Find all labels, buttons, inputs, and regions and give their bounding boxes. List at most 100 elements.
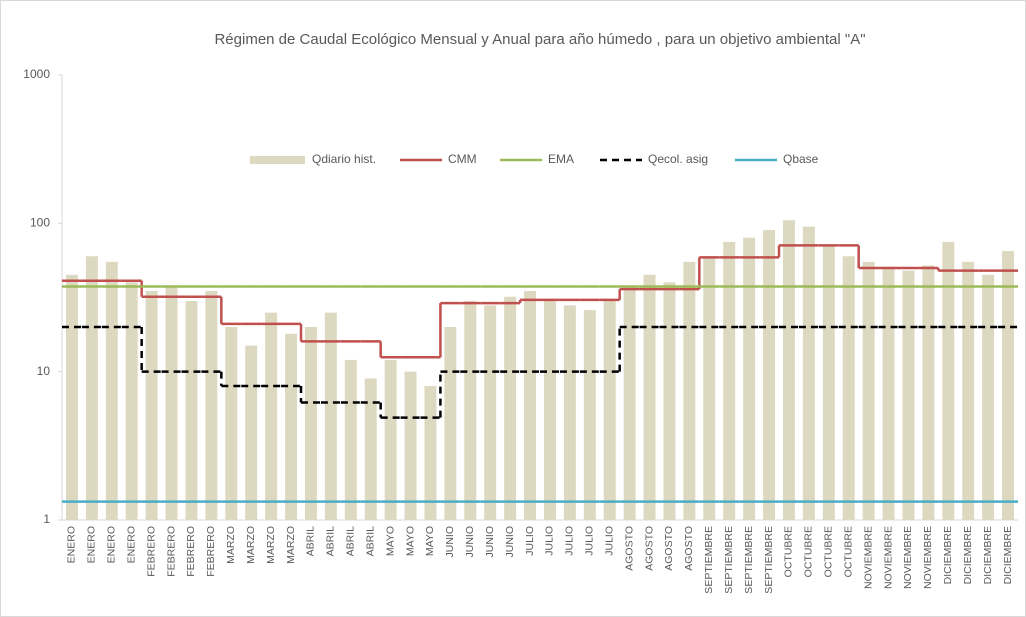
chart-title: Régimen de Caudal Ecológico Mensual y An… bbox=[214, 31, 865, 48]
bar bbox=[763, 230, 776, 520]
x-tick-label: FEBRERO bbox=[205, 526, 217, 577]
bar bbox=[1002, 251, 1015, 520]
legend-label: Qbase bbox=[783, 152, 819, 166]
x-tick-label: AGOSTO bbox=[643, 526, 655, 571]
bar bbox=[145, 290, 158, 520]
legend-label: Qecol. asig bbox=[648, 152, 708, 166]
bar bbox=[982, 274, 995, 520]
x-tick-label: MAYO bbox=[404, 526, 416, 556]
x-tick-label: AGOSTO bbox=[663, 526, 675, 571]
x-tick-label: ABRIL bbox=[364, 526, 376, 557]
bar bbox=[424, 386, 437, 520]
bar bbox=[344, 359, 357, 520]
bar bbox=[862, 261, 875, 520]
bar bbox=[802, 226, 815, 520]
x-tick-label: JULIO bbox=[584, 526, 596, 556]
bar bbox=[285, 333, 298, 520]
bar bbox=[842, 256, 855, 520]
x-tick-label: MARZO bbox=[285, 526, 297, 564]
x-tick-label: OCTUBRE bbox=[823, 526, 835, 577]
x-tick-label: ABRIL bbox=[305, 526, 317, 557]
bar bbox=[484, 305, 497, 520]
bar bbox=[185, 300, 198, 520]
bar bbox=[245, 345, 258, 520]
x-tick-label: ABRIL bbox=[345, 526, 357, 557]
bar bbox=[743, 237, 756, 520]
x-tick-label: DICIEMBRE bbox=[982, 526, 994, 584]
bar bbox=[902, 270, 915, 520]
legend-label: Qdiario hist. bbox=[312, 152, 376, 166]
x-tick-label: MAYO bbox=[424, 526, 436, 556]
x-tick-label: DICIEMBRE bbox=[942, 526, 954, 584]
legend-swatch bbox=[250, 156, 305, 164]
bar bbox=[324, 312, 337, 520]
bar bbox=[384, 359, 397, 520]
x-tick-label: DICIEMBRE bbox=[962, 526, 974, 584]
bar bbox=[464, 300, 477, 520]
bar bbox=[125, 282, 138, 520]
bar bbox=[444, 327, 457, 520]
x-tick-label: FEBRERO bbox=[145, 526, 157, 577]
x-tick-label: NOVIEMBRE bbox=[902, 526, 914, 589]
x-tick-label: JUNIO bbox=[504, 526, 516, 558]
x-tick-label: SEPTIEMBRE bbox=[723, 526, 735, 594]
x-tick-label: SEPTIEMBRE bbox=[703, 526, 715, 594]
bar bbox=[85, 256, 98, 520]
legend-label: EMA bbox=[548, 152, 574, 166]
bar bbox=[922, 265, 935, 520]
x-tick-label: JUNIO bbox=[464, 526, 476, 558]
x-tick-label: OCTUBRE bbox=[842, 526, 854, 577]
x-tick-label: ABRIL bbox=[325, 526, 337, 557]
x-tick-label: JULIO bbox=[524, 526, 536, 556]
bar bbox=[583, 310, 596, 520]
bar bbox=[942, 241, 955, 520]
x-tick-label: ENERO bbox=[86, 526, 98, 563]
x-tick-label: JUNIO bbox=[484, 526, 496, 558]
y-tick-label: 10 bbox=[37, 364, 51, 378]
bar bbox=[643, 274, 656, 520]
x-tick-label: JULIO bbox=[603, 526, 615, 556]
x-tick-label: JULIO bbox=[544, 526, 556, 556]
x-tick-label: OCTUBRE bbox=[783, 526, 795, 577]
bar bbox=[364, 378, 377, 520]
y-tick-label: 1 bbox=[43, 512, 50, 526]
bar bbox=[782, 220, 795, 520]
bar bbox=[504, 296, 517, 520]
bar bbox=[225, 327, 238, 520]
x-tick-label: DICIEMBRE bbox=[1002, 526, 1014, 584]
x-tick-label: FEBRERO bbox=[165, 526, 177, 577]
x-tick-label: NOVIEMBRE bbox=[862, 526, 874, 589]
x-tick-label: MARZO bbox=[245, 526, 257, 564]
bar bbox=[304, 327, 317, 520]
bar bbox=[165, 285, 178, 520]
x-tick-label: AGOSTO bbox=[623, 526, 635, 571]
bar bbox=[563, 305, 576, 520]
y-tick-label: 1000 bbox=[23, 67, 50, 81]
x-tick-label: ENERO bbox=[66, 526, 78, 563]
bar bbox=[205, 290, 218, 520]
bar bbox=[703, 256, 716, 520]
bar bbox=[105, 261, 118, 520]
x-tick-label: SEPTIEMBRE bbox=[743, 526, 755, 594]
bar bbox=[65, 274, 78, 520]
bar bbox=[663, 282, 676, 520]
x-tick-label: JULIO bbox=[564, 526, 576, 556]
bar bbox=[543, 300, 556, 520]
bar bbox=[623, 285, 636, 520]
x-tick-label: NOVIEMBRE bbox=[922, 526, 934, 589]
x-tick-label: FEBRERO bbox=[185, 526, 197, 577]
x-tick-label: AGOSTO bbox=[683, 526, 695, 571]
x-tick-label: JUNIO bbox=[444, 526, 456, 558]
bar bbox=[882, 267, 895, 520]
x-tick-label: ENERO bbox=[106, 526, 118, 563]
x-tick-label: NOVIEMBRE bbox=[882, 526, 894, 589]
x-tick-label: MARZO bbox=[225, 526, 237, 564]
bar bbox=[524, 290, 537, 520]
legend-label: CMM bbox=[448, 152, 477, 166]
bar bbox=[404, 371, 417, 520]
x-tick-label: ENERO bbox=[125, 526, 137, 563]
bar bbox=[962, 261, 975, 520]
bar bbox=[265, 312, 278, 520]
x-tick-label: MARZO bbox=[265, 526, 277, 564]
